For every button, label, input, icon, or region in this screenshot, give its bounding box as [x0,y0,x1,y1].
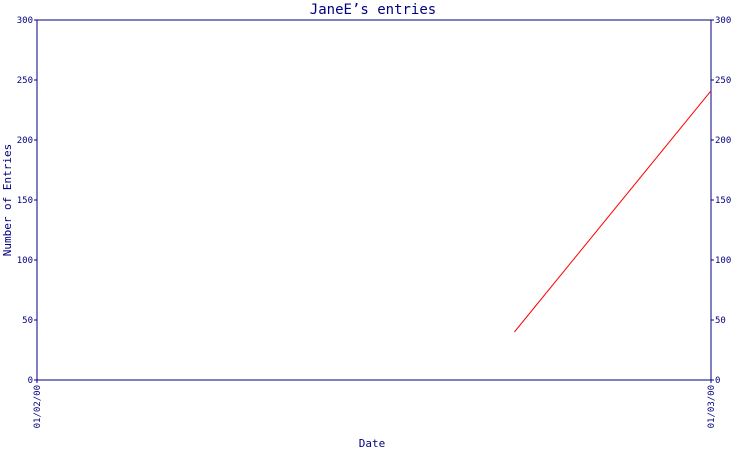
y-tick-label-right: 0 [715,376,720,386]
x-tick-label: 01/02/00 [33,385,43,428]
y-ticks-group: 0 0 50 50 100 100 150 150 200 200 250 250 300 300 [17,16,732,386]
y-tick-label-left: 200 [17,136,33,146]
plot-frame [36,19,712,381]
y-tick-label-right: 250 [715,76,731,86]
y-tick-label-left: 50 [22,316,33,326]
axes-group [36,19,712,381]
y-tick-label-right: 100 [715,256,731,266]
y-tick-label-right: 200 [715,136,731,146]
y-axis-label: Number of Entries [1,144,14,257]
y-tick-label-left: 0 [28,376,33,386]
y-tick-label-left: 250 [17,76,33,86]
y-tick-label-left: 300 [17,16,33,26]
series-group [514,90,712,333]
y-tick-label-left: 100 [17,256,33,266]
y-tick-label-left: 150 [17,196,33,206]
x-ticks-group: 01/02/00 01/03/00 [33,380,717,428]
x-axis-label: Date [359,437,386,450]
y-tick-label-right: 150 [715,196,731,206]
y-tick-label-right: 50 [715,316,726,326]
chart-title: JaneE’s entries [310,2,436,18]
series-line [514,90,712,333]
y-tick-label-right: 300 [715,16,731,26]
x-tick-label: 01/03/00 [707,385,717,428]
